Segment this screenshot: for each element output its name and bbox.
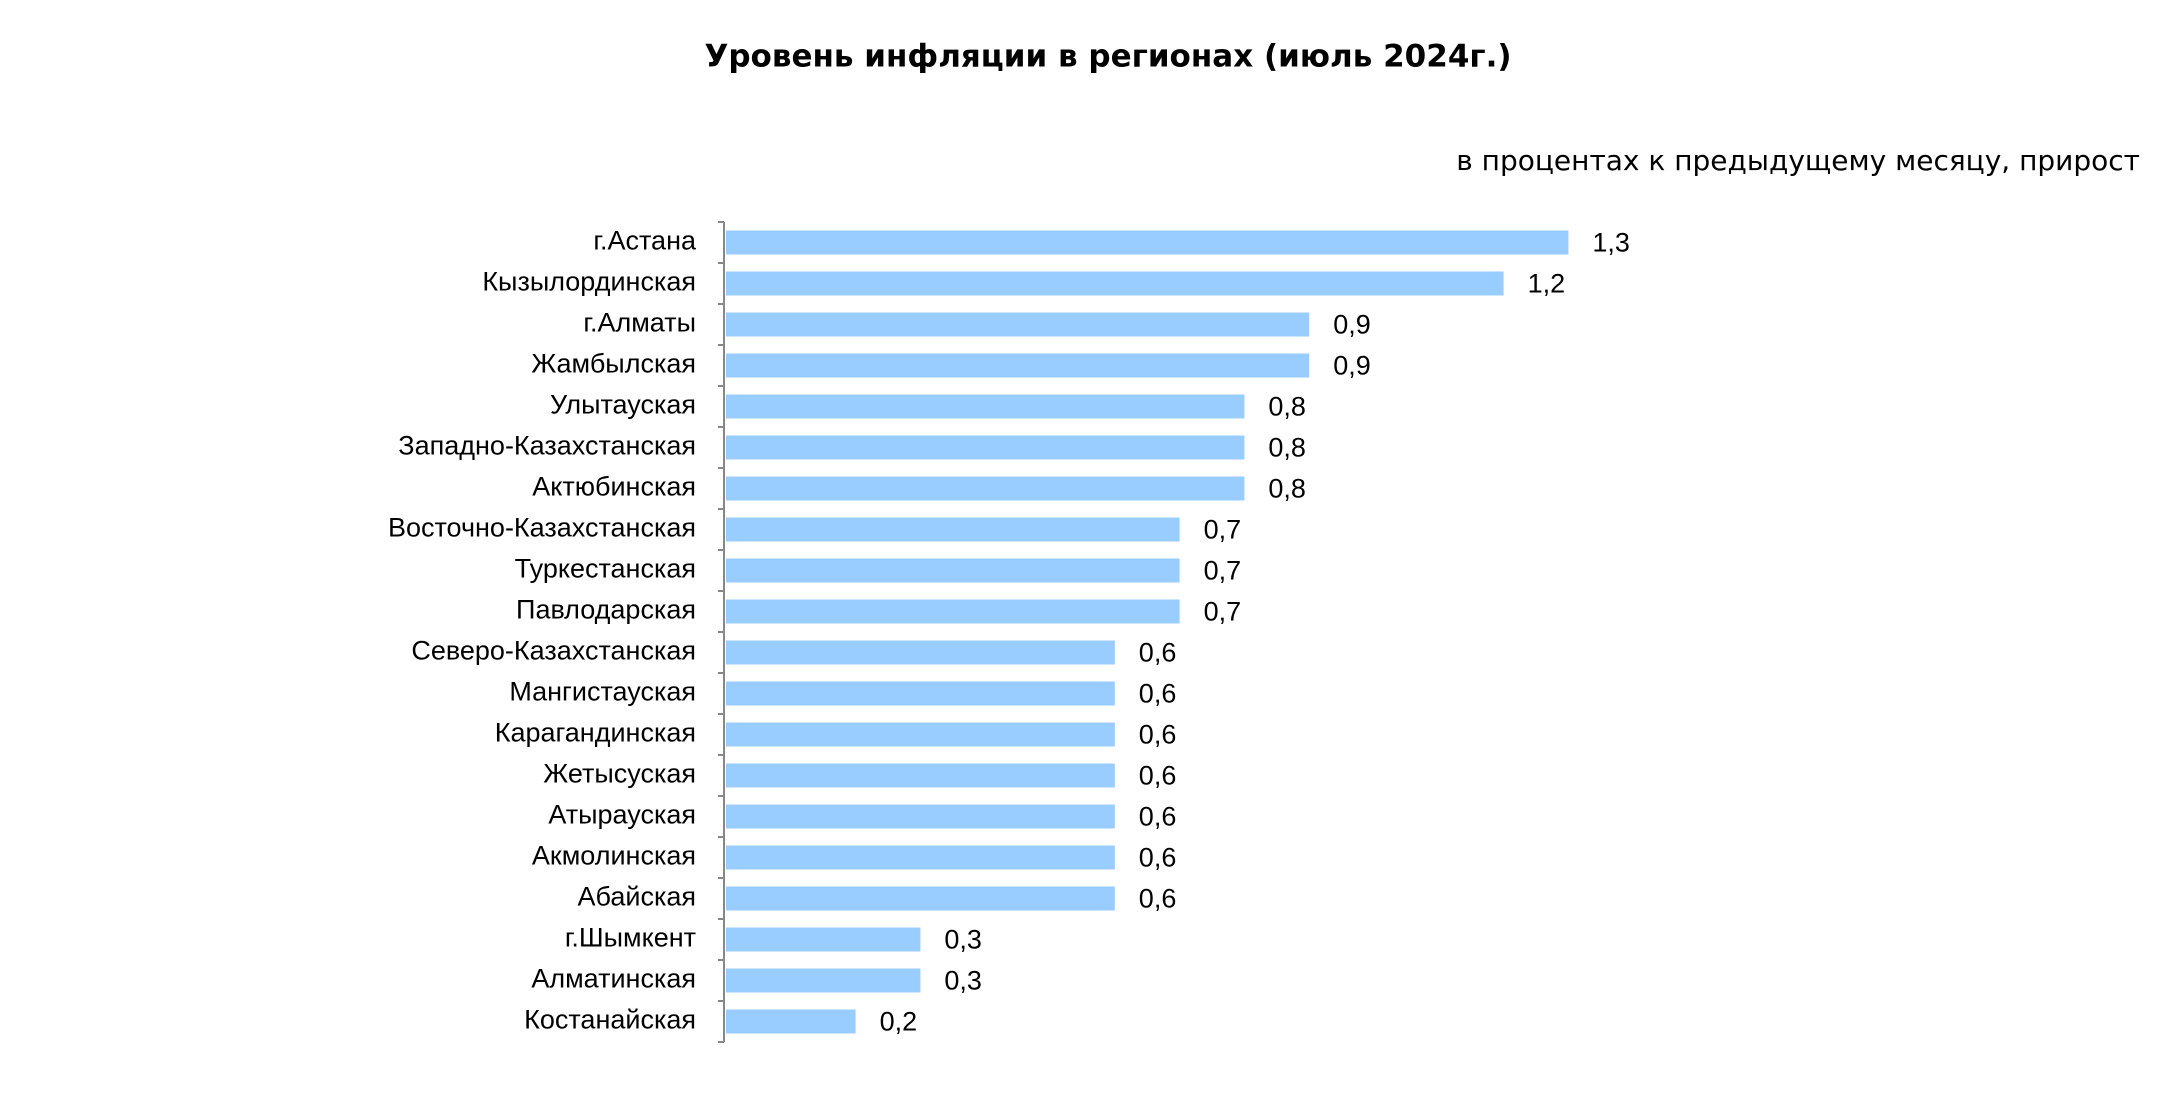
category-label: Актюбинская bbox=[532, 472, 696, 502]
value-label: 0,9 bbox=[1333, 351, 1371, 381]
category-label: Карагандинская bbox=[495, 718, 696, 748]
value-label: 0,7 bbox=[1204, 597, 1242, 627]
bar bbox=[726, 394, 1245, 419]
category-label: Костанайская bbox=[524, 1005, 696, 1035]
value-label: 0,6 bbox=[1139, 761, 1177, 791]
bar bbox=[726, 599, 1180, 624]
value-label: 1,2 bbox=[1528, 269, 1566, 299]
value-label: 0,6 bbox=[1139, 884, 1177, 914]
bar bbox=[726, 353, 1310, 378]
bar bbox=[726, 968, 921, 993]
bar bbox=[726, 558, 1180, 583]
bar bbox=[726, 763, 1115, 788]
bar bbox=[726, 886, 1115, 911]
bar bbox=[726, 640, 1115, 665]
value-label: 0,3 bbox=[944, 966, 982, 996]
chart-title: Уровень инфляции в регионах (июль 2024г.… bbox=[704, 39, 1511, 75]
bar bbox=[726, 681, 1115, 706]
value-label: 0,6 bbox=[1139, 843, 1177, 873]
category-label: Туркестанская bbox=[515, 554, 696, 584]
value-label: 0,6 bbox=[1139, 720, 1177, 750]
bar bbox=[726, 435, 1245, 460]
category-label: Жетысуская bbox=[543, 759, 696, 789]
value-label: 0,6 bbox=[1139, 679, 1177, 709]
category-label: Акмолинская bbox=[532, 841, 696, 871]
category-label: Улытауская bbox=[550, 390, 696, 420]
bar bbox=[726, 476, 1245, 501]
bar bbox=[726, 271, 1504, 296]
value-label: 0,6 bbox=[1139, 802, 1177, 832]
bar bbox=[726, 1009, 856, 1034]
value-label: 0,7 bbox=[1204, 556, 1242, 586]
category-label: г.Шымкент bbox=[565, 923, 696, 953]
value-label: 0,8 bbox=[1268, 433, 1306, 463]
category-label: Восточно-Казахстанская bbox=[388, 513, 696, 543]
category-label: Абайская bbox=[578, 882, 697, 912]
bar bbox=[726, 845, 1115, 870]
category-label: Кызылординская bbox=[482, 267, 696, 297]
category-label: Атырауская bbox=[548, 800, 696, 830]
category-label: г.Астана bbox=[593, 226, 697, 256]
category-label: Жамбылская bbox=[531, 349, 696, 379]
bar bbox=[726, 312, 1310, 337]
category-label: Павлодарская bbox=[516, 595, 696, 625]
bar bbox=[726, 927, 921, 952]
category-label: Западно-Казахстанская bbox=[398, 431, 696, 461]
value-label: 0,8 bbox=[1268, 392, 1306, 422]
bar bbox=[726, 230, 1569, 255]
value-label: 0,6 bbox=[1139, 638, 1177, 668]
value-label: 0,2 bbox=[880, 1007, 918, 1037]
value-label: 1,3 bbox=[1592, 228, 1630, 258]
category-label: Алматинская bbox=[531, 964, 696, 994]
bar bbox=[726, 722, 1115, 747]
value-label: 0,9 bbox=[1333, 310, 1371, 340]
chart-subtitle: в процентах к предыдущему месяцу, прирос… bbox=[1456, 144, 2140, 177]
category-label: Мангистауская bbox=[509, 677, 696, 707]
bar bbox=[726, 804, 1115, 829]
bar bbox=[726, 517, 1180, 542]
category-label: Северо-Казахстанская bbox=[411, 636, 696, 666]
category-label: г.Алматы bbox=[583, 308, 696, 338]
value-label: 0,8 bbox=[1268, 474, 1306, 504]
value-label: 0,7 bbox=[1204, 515, 1242, 545]
value-label: 0,3 bbox=[944, 925, 982, 955]
